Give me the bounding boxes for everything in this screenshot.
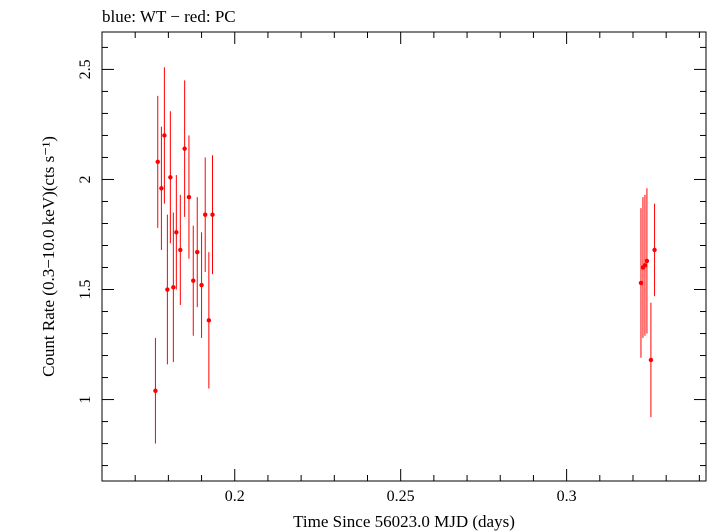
point-marker — [168, 175, 173, 180]
point-marker — [182, 146, 187, 151]
data-point — [642, 194, 648, 336]
x-tick-label: 0.2 — [225, 488, 245, 505]
x-tick-label: 0.25 — [387, 488, 415, 505]
data-point — [206, 252, 212, 389]
point-marker — [174, 230, 179, 235]
data-point — [162, 67, 167, 204]
point-marker — [638, 280, 644, 286]
data-point — [186, 135, 192, 259]
point-marker — [206, 318, 212, 323]
point-marker — [159, 186, 164, 191]
data-point — [648, 302, 654, 418]
point-marker — [155, 159, 160, 165]
data-point — [638, 208, 644, 358]
point-marker — [644, 258, 650, 264]
x-tick-label: 0.3 — [557, 488, 577, 505]
data-point — [171, 212, 176, 363]
data-point — [178, 194, 183, 305]
y-tick-label: 2.5 — [77, 59, 94, 79]
data-point — [155, 95, 160, 228]
data-point — [159, 126, 164, 250]
point-marker — [162, 133, 167, 138]
point-marker — [178, 247, 183, 253]
plot-frame — [101, 31, 707, 482]
point-marker — [165, 287, 170, 292]
axis-ticks — [101, 32, 706, 481]
data-point — [165, 214, 170, 365]
data-point — [199, 232, 204, 338]
data-point — [644, 188, 650, 334]
point-marker — [203, 212, 208, 217]
point-marker — [171, 285, 176, 290]
point-marker — [652, 247, 657, 253]
y-axis-label: Count Rate (0.3−10.0 keV)(cts s⁻¹) — [39, 136, 58, 377]
point-marker — [153, 388, 158, 393]
point-marker — [199, 282, 204, 288]
chart-title: blue: WT − red: PC — [102, 7, 236, 26]
point-marker — [195, 249, 200, 255]
data-point — [153, 337, 158, 444]
tick-labels: 0.2 0.25 0.3 1 1.5 2 2.5 — [77, 59, 577, 505]
point-marker — [210, 212, 215, 217]
point-marker — [191, 278, 196, 283]
data-point — [210, 155, 215, 275]
y-tick-label: 1.5 — [77, 280, 94, 300]
data-points — [153, 67, 657, 444]
data-point — [203, 157, 208, 272]
point-marker — [642, 263, 648, 268]
data-point — [652, 203, 657, 297]
y-tick-label: 2 — [77, 175, 94, 183]
data-point — [182, 80, 187, 217]
point-marker — [186, 194, 192, 200]
y-tick-label: 1 — [77, 396, 94, 404]
x-axis-label: Time Since 56023.0 MJD (days) — [293, 512, 515, 531]
data-point — [174, 175, 179, 290]
data-point — [191, 225, 196, 336]
point-marker — [648, 357, 654, 363]
data-point — [195, 197, 200, 308]
data-point — [168, 111, 173, 244]
